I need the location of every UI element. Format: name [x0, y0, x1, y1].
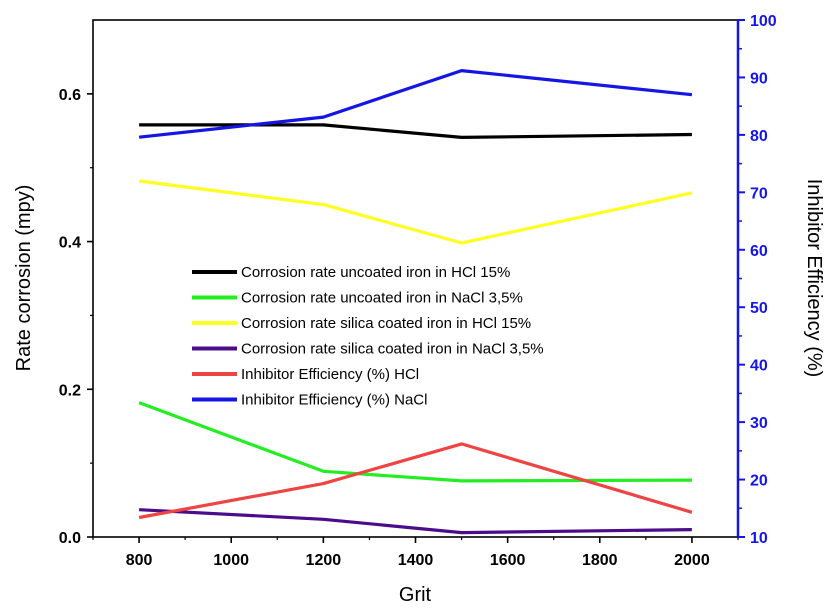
y-right-tick-label: 40	[750, 358, 768, 375]
x-tick-label: 800	[126, 552, 153, 569]
legend-label-5: Inhibitor Efficiency (%) NaCl	[241, 392, 427, 409]
series-line-5	[138, 68, 693, 139]
x-tick-label: 1800	[582, 552, 618, 569]
y-right-tick-label: 90	[750, 70, 768, 87]
y-right-tick-label: 50	[750, 300, 768, 317]
x-tick-label: 1400	[398, 552, 434, 569]
series-line-4	[138, 442, 693, 520]
legend-label-2: Corrosion rate silica coated iron in HCl…	[241, 315, 531, 332]
y-left-tick-label: 0.0	[59, 530, 81, 547]
y-axis-right: 10 20 30 40 50 60 70 80 90 100	[738, 13, 777, 547]
series-line-1	[138, 401, 692, 483]
y-axis-right-title: Inhibitor Efficiency (%)	[803, 179, 824, 378]
y-left-tick-label: 0.6	[59, 87, 81, 104]
x-axis-title: Grit	[399, 584, 432, 606]
legend-label-3: Corrosion rate silica coated iron in NaC…	[241, 341, 544, 358]
x-tick-label: 1600	[490, 552, 526, 569]
y-right-tick-label: 10	[750, 530, 768, 547]
y-right-tick-label: 100	[750, 13, 777, 30]
legend-label-1: Corrosion rate uncoated iron in NaCl 3,5…	[241, 290, 523, 307]
x-tick-label: 2000	[674, 552, 710, 569]
series-line-3	[139, 508, 692, 535]
y-right-tick-label: 70	[750, 185, 768, 202]
series-line-0	[139, 123, 692, 139]
plot-lines	[138, 68, 693, 535]
x-tick-label: 1200	[306, 552, 342, 569]
y-left-tick-label: 0.4	[59, 235, 81, 252]
y-right-tick-label: 30	[750, 415, 768, 432]
y-right-tick-label: 60	[750, 243, 768, 260]
x-tick-label: 1000	[213, 552, 249, 569]
y-right-tick-label: 80	[750, 128, 768, 145]
legend-label-4: Inhibitor Efficiency (%) HCl	[241, 366, 419, 383]
y-axis-left-title: Rate corrosion (mpy)	[13, 185, 35, 372]
y-right-tick-label: 20	[750, 473, 768, 490]
y-axis-left: 0.0 0.2 0.4 0.6	[59, 87, 93, 547]
x-axis: 800 1000 1200 1400 1600 1800 2000	[92, 537, 739, 569]
legend: Corrosion rate uncoated iron in HCl 15% C…	[192, 264, 544, 409]
y-left-tick-label: 0.2	[59, 382, 81, 399]
series-line-2	[138, 179, 693, 245]
legend-label-0: Corrosion rate uncoated iron in HCl 15%	[241, 264, 510, 281]
